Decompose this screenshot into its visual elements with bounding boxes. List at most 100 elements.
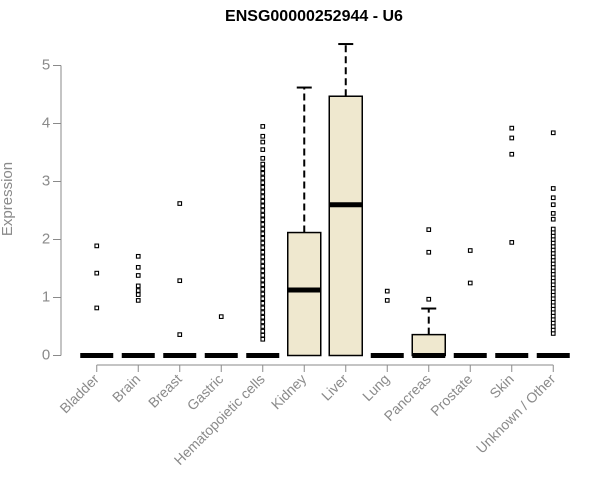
outlier-point xyxy=(260,300,266,306)
outlier-point xyxy=(260,245,266,250)
outlier-point xyxy=(260,139,266,145)
box-iqr xyxy=(411,333,446,357)
outlier-point xyxy=(260,263,266,269)
outlier-point xyxy=(260,226,266,232)
x-tick-label: Brain xyxy=(109,371,143,405)
outlier-point xyxy=(426,296,432,302)
outlier-point xyxy=(260,332,266,338)
outlier-point xyxy=(260,314,266,320)
outlier-point xyxy=(135,273,141,278)
outlier-point xyxy=(260,254,266,260)
box-gastric xyxy=(204,314,238,358)
y-tick-label: 2 xyxy=(42,230,50,247)
box-iqr xyxy=(287,231,322,357)
outlier-point xyxy=(260,328,266,334)
outlier-point xyxy=(260,282,266,288)
outlier-point xyxy=(550,211,556,216)
outlier-point xyxy=(509,151,515,157)
outlier-point xyxy=(550,202,556,208)
outlier-point xyxy=(426,227,432,232)
outlier-point xyxy=(260,277,266,283)
outlier-point xyxy=(260,212,266,218)
chart-title: ENSG00000252944 - U6 xyxy=(225,8,403,25)
outlier-point xyxy=(260,171,266,176)
x-tick-label: Skin xyxy=(486,371,517,402)
box-brain xyxy=(121,253,155,358)
outlier-point xyxy=(177,332,183,337)
boxes-layer xyxy=(80,43,570,358)
outlier-point xyxy=(260,161,266,167)
outlier-point xyxy=(426,249,432,255)
outlier-point xyxy=(260,166,266,172)
box-lung xyxy=(370,288,404,358)
outlier-point xyxy=(94,270,100,276)
x-tick-label: Breast xyxy=(145,371,185,411)
y-tick-label: 4 xyxy=(42,114,50,131)
box-breast xyxy=(163,201,197,358)
outlier-point xyxy=(260,217,266,223)
outlier-point xyxy=(260,155,266,161)
outlier-point xyxy=(467,248,473,253)
box-bladder xyxy=(80,243,114,358)
outlier-point xyxy=(260,324,266,329)
outlier-point xyxy=(260,124,266,129)
outlier-point xyxy=(260,319,266,325)
outlier-point xyxy=(260,203,266,209)
x-tick-label: Prostate xyxy=(427,371,475,419)
outlier-point xyxy=(260,296,266,302)
outlier-point xyxy=(260,291,266,297)
outlier-point xyxy=(260,133,266,139)
box-prostate xyxy=(453,248,487,358)
outlier-point xyxy=(550,226,556,232)
outlier-point xyxy=(260,175,266,181)
outlier-point xyxy=(260,310,266,315)
outlier-point xyxy=(260,208,266,213)
outlier-point xyxy=(260,189,266,195)
outlier-point xyxy=(94,305,100,311)
outlier-point xyxy=(218,314,224,319)
box-iqr xyxy=(328,95,363,357)
outlier-point xyxy=(509,125,515,131)
box-hematopoietic-cells xyxy=(246,124,280,358)
outlier-point xyxy=(260,249,266,255)
outlier-point xyxy=(260,222,266,227)
outlier-point xyxy=(260,268,266,274)
outlier-point xyxy=(135,288,141,293)
outlier-point xyxy=(260,273,266,278)
outlier-point xyxy=(550,195,556,201)
y-tick-label: 3 xyxy=(42,172,50,189)
box-pancreas xyxy=(411,227,446,358)
y-axis-label: Expression xyxy=(0,162,16,236)
outlier-point xyxy=(94,243,100,249)
box-unknown-other xyxy=(536,130,570,358)
outlier-point xyxy=(384,298,390,303)
outlier-point xyxy=(135,292,141,297)
outlier-point xyxy=(260,259,266,264)
outlier-point xyxy=(260,305,266,311)
outlier-point xyxy=(135,264,141,270)
outlier-point xyxy=(177,201,183,206)
x-tick-label: Bladder xyxy=(56,371,102,417)
outlier-point xyxy=(135,298,141,303)
outlier-point xyxy=(509,135,515,141)
outlier-point xyxy=(260,336,266,342)
outlier-point xyxy=(260,235,266,241)
box-liver xyxy=(328,43,363,357)
outlier-point xyxy=(260,287,266,292)
outlier-point xyxy=(260,240,266,246)
y-axis: 0 1 2 3 4 5 xyxy=(42,56,62,363)
outlier-point xyxy=(260,147,266,152)
y-tick-label: 0 xyxy=(42,346,50,363)
outlier-point xyxy=(260,231,266,237)
outlier-point xyxy=(260,198,266,204)
outlier-point xyxy=(509,240,515,245)
box-kidney xyxy=(287,86,322,357)
outlier-point xyxy=(550,130,556,136)
outlier-point xyxy=(260,180,266,186)
x-tick-label: Lung xyxy=(359,371,392,404)
outlier-point xyxy=(467,280,473,286)
outlier-point xyxy=(550,216,556,222)
y-tick-label: 5 xyxy=(42,56,50,73)
